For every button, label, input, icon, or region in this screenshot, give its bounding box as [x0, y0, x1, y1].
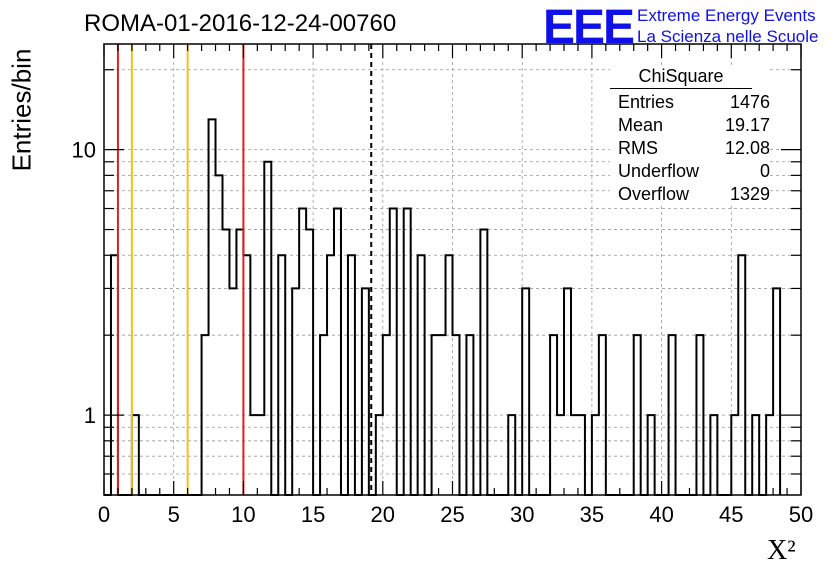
x-tick-label: 45 [719, 502, 743, 527]
y-tick-label: 1 [84, 403, 96, 428]
plot-title: ROMA-01-2016-12-24-00760 [84, 10, 397, 37]
x-tick-label: 5 [168, 502, 180, 527]
x-tick-label: 40 [649, 502, 673, 527]
x-tick-label: 0 [98, 502, 110, 527]
x-tick-label: 25 [440, 502, 464, 527]
stats-title: ChiSquare [610, 66, 752, 89]
x-tick-label: 50 [789, 502, 813, 527]
x-tick-label: 10 [231, 502, 255, 527]
stats-value: 12.08 [724, 138, 770, 158]
eee-logo: EEE [543, 1, 635, 54]
eee-logo-text: Extreme Energy Events La Scienza nelle S… [637, 5, 818, 47]
x-tick-label: 30 [510, 502, 534, 527]
y-axis-label: Entries/bin [6, 48, 37, 172]
stats-label: Underflow [618, 161, 700, 181]
stats-box: ChiSquare Entries 1476 Mean 19.17 RMS 12.08… [610, 66, 770, 206]
stats-label: RMS [618, 138, 658, 158]
x-tick-label: 35 [580, 502, 604, 527]
stats-value: 1476 [729, 92, 770, 112]
stats-label: Entries [618, 92, 675, 112]
stats-row-mean: Mean 19.17 [610, 114, 770, 137]
x-tick-label: 20 [371, 502, 395, 527]
logo-line-1: Extreme Energy Events [637, 6, 816, 25]
stats-row-entries: Entries 1476 [610, 91, 770, 114]
stats-row-rms: RMS 12.08 [610, 137, 770, 160]
stats-row-overflow: Overflow 1329 [610, 183, 770, 206]
stats-label: Mean [618, 115, 664, 135]
logo-line-2: La Scienza nelle Scuole [637, 27, 819, 46]
stats-value: 19.17 [724, 115, 770, 135]
x-tick-label: 15 [301, 502, 325, 527]
x-axis-label: X² [767, 535, 796, 566]
stats-value: 0 [759, 161, 770, 181]
stats-value: 1329 [729, 184, 770, 204]
histogram-outline [104, 118, 782, 496]
y-tick-label: 10 [72, 138, 96, 163]
stats-row-underflow: Underflow 0 [610, 160, 770, 183]
stats-label: Overflow [618, 184, 690, 204]
